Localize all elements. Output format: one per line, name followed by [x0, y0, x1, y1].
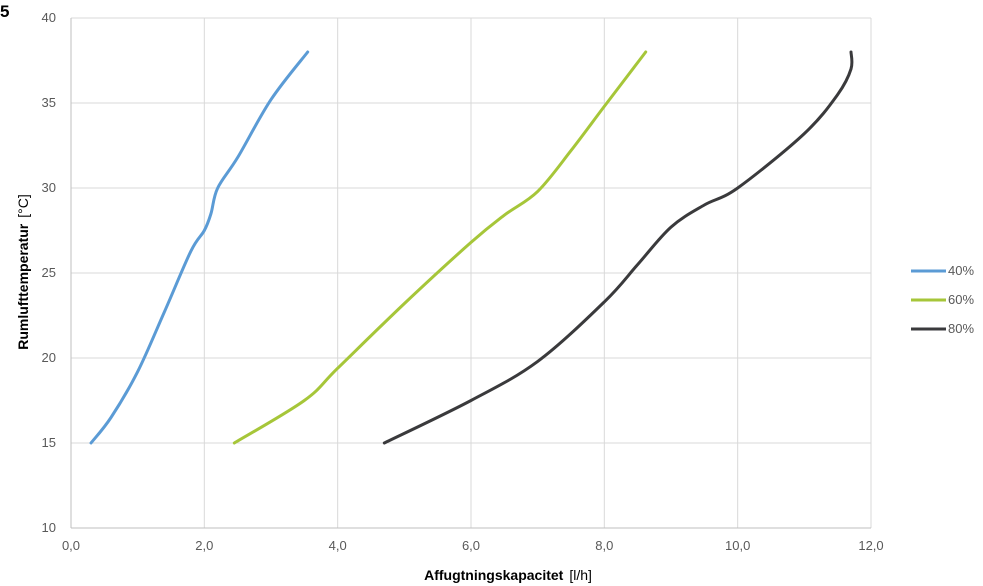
legend-label: 80% — [948, 321, 974, 336]
y-axis-unit: [°C] — [15, 194, 31, 218]
y-tick-label: 35 — [42, 95, 56, 110]
x-tick-label: 8,0 — [595, 538, 613, 553]
series-lines — [89, 50, 854, 445]
y-tick-label: 40 — [42, 10, 56, 25]
y-tick-label: 25 — [42, 265, 56, 280]
x-tick-label: 4,0 — [329, 538, 347, 553]
y-tick-label: 20 — [42, 350, 56, 365]
corner-mark: 5 — [0, 2, 10, 21]
legend-label: 60% — [948, 292, 974, 307]
x-tick-label: 2,0 — [195, 538, 213, 553]
x-axis-title: Affugtningskapacitet [l/h] — [424, 567, 592, 583]
legend: 40% 60% 80% — [911, 263, 974, 336]
y-tick-labels: 10 15 20 25 30 35 40 — [42, 10, 56, 535]
x-axis-unit: [l/h] — [569, 567, 592, 583]
legend-label: 40% — [948, 263, 974, 278]
axes — [70, 18, 871, 529]
y-axis-title: Rumlufttemperatur [°C] — [15, 194, 31, 350]
x-tick-labels: 0,0 2,0 4,0 6,0 8,0 10,0 12,0 — [62, 538, 884, 553]
y-tick-label: 15 — [42, 435, 56, 450]
x-tick-label: 0,0 — [62, 538, 80, 553]
x-axis-label: Affugtningskapacitet — [424, 567, 564, 583]
y-tick-label: 30 — [42, 180, 56, 195]
x-tick-label: 12,0 — [858, 538, 883, 553]
y-tick-label: 10 — [42, 520, 56, 535]
x-tick-label: 10,0 — [725, 538, 750, 553]
x-tick-label: 6,0 — [462, 538, 480, 553]
grid-lines — [71, 17, 872, 528]
series-line-80pct — [382, 50, 854, 445]
y-axis-label: Rumlufttemperatur — [15, 223, 31, 350]
series-line-40pct — [89, 50, 310, 445]
series-line-60pct — [232, 50, 648, 445]
